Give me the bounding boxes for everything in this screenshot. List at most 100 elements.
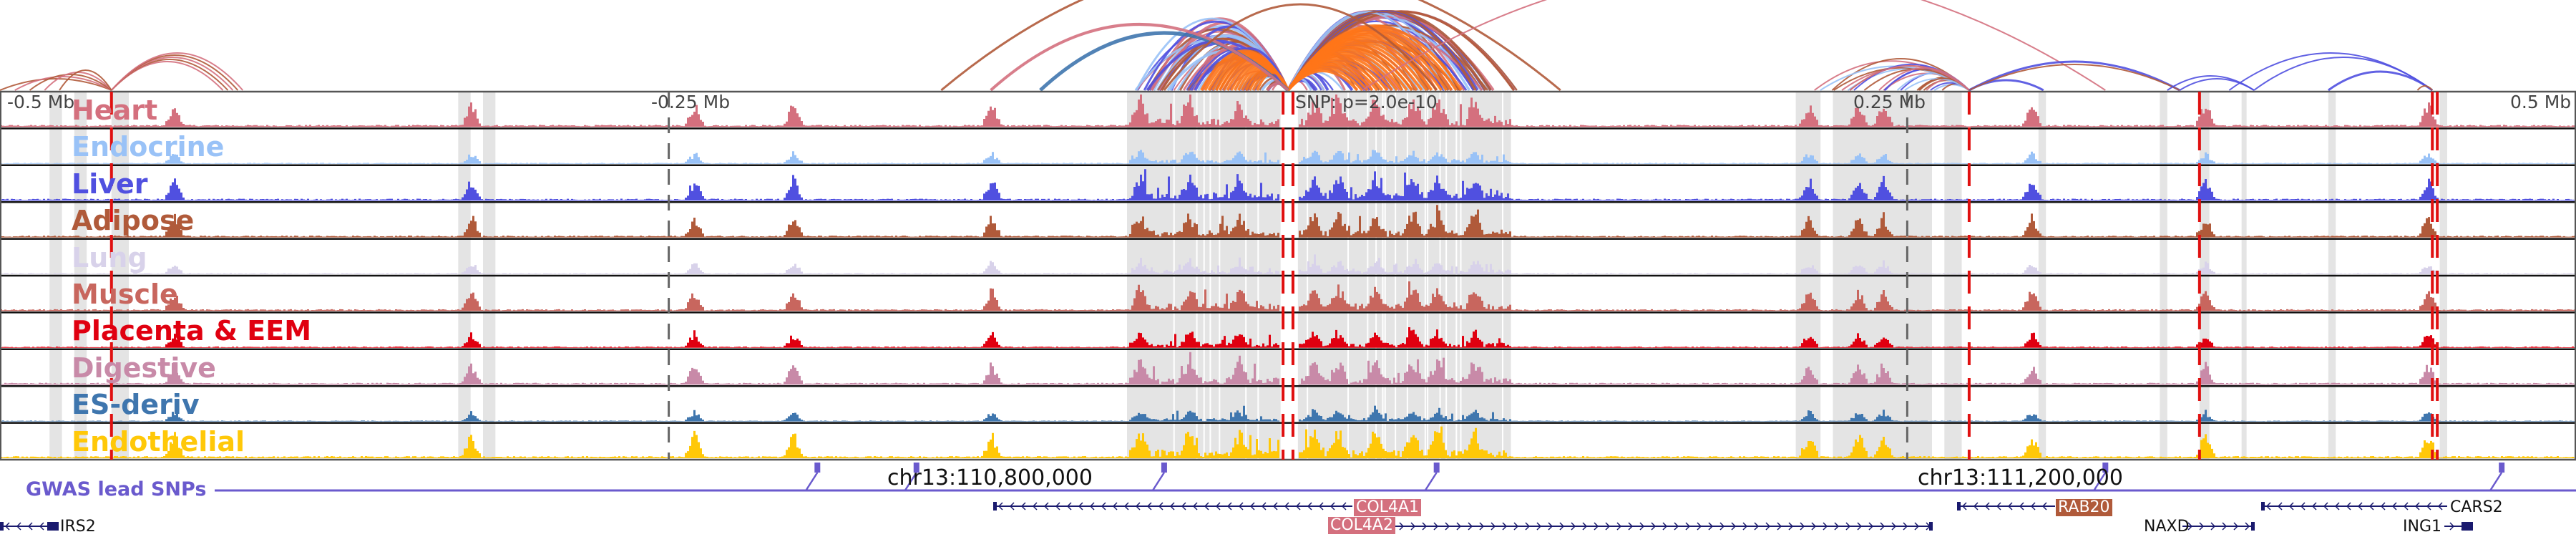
strand-arrow bbox=[1295, 502, 1301, 511]
axis-tick-label: 0.5 Mb bbox=[2510, 92, 2572, 112]
strand-arrow bbox=[1181, 502, 1186, 511]
gene-cars2 bbox=[2261, 502, 2447, 511]
strand-arrow bbox=[2346, 502, 2351, 511]
strand-arrow bbox=[39, 522, 44, 531]
strand-arrow bbox=[2300, 502, 2306, 511]
gene-label-col4a1: COL4A1 bbox=[1354, 499, 1421, 516]
strand-arrow bbox=[1479, 522, 1485, 531]
strand-arrow bbox=[1880, 522, 1885, 531]
coordinate-label: chr13:110,800,000 bbox=[887, 465, 1093, 490]
track-label: ES-deriv bbox=[72, 389, 200, 421]
axis-tick-label: 0.25 Mb bbox=[1853, 92, 1926, 112]
strand-arrow bbox=[1845, 522, 1851, 531]
signal-track-adipose bbox=[0, 205, 2576, 238]
strand-arrow bbox=[1066, 502, 1072, 511]
gene-exon bbox=[2261, 502, 2265, 511]
strand-arrow bbox=[2391, 502, 2397, 511]
gene-exon bbox=[993, 502, 997, 511]
coordinate-label: chr13:111,200,000 bbox=[1918, 465, 2123, 490]
interaction-arc bbox=[1849, 65, 1970, 91]
gene-exon bbox=[1957, 502, 1961, 511]
strand-arrow bbox=[4, 522, 10, 531]
gene-label-cars2: CARS2 bbox=[2450, 498, 2503, 516]
strand-arrow bbox=[1249, 502, 1255, 511]
gwas-snp-marker bbox=[1161, 463, 1167, 473]
strand-arrow bbox=[1628, 522, 1634, 531]
gene-label-irs2: IRS2 bbox=[60, 518, 96, 536]
gene-exon bbox=[0, 522, 4, 531]
strand-arrow bbox=[1651, 522, 1657, 531]
signal-area bbox=[0, 150, 2576, 164]
strand-arrow bbox=[1685, 522, 1691, 531]
strand-arrow bbox=[1422, 522, 1428, 531]
strand-arrow bbox=[1616, 522, 1622, 531]
strand-arrow bbox=[1697, 522, 1702, 531]
signal-track-muscle bbox=[0, 281, 2576, 311]
strand-arrow bbox=[1868, 522, 1874, 531]
interaction-arc bbox=[1968, 64, 2180, 91]
strand-arrow bbox=[1043, 502, 1049, 511]
interaction-arc bbox=[14, 76, 112, 91]
strand-arrow bbox=[1169, 502, 1175, 511]
strand-arrow bbox=[1605, 522, 1611, 531]
red-markers bbox=[109, 92, 2439, 460]
signal-track-es-deriv bbox=[0, 405, 2576, 422]
strand-arrow bbox=[1754, 522, 1760, 531]
interaction-arc bbox=[29, 74, 112, 91]
gwas-snp-marker bbox=[1433, 463, 1440, 473]
gene-exon bbox=[47, 522, 59, 531]
strand-arrow bbox=[1674, 522, 1679, 531]
strand-arrow bbox=[1800, 522, 1805, 531]
strand-arrow bbox=[2199, 522, 2205, 531]
track-label: Endocrine bbox=[72, 131, 225, 163]
strand-arrow bbox=[2426, 502, 2431, 511]
strand-arrow bbox=[1330, 502, 1335, 511]
strand-arrow bbox=[1788, 522, 1794, 531]
strand-arrow bbox=[1215, 502, 1221, 511]
strand-arrow bbox=[1192, 502, 1198, 511]
strand-arrow bbox=[1055, 502, 1060, 511]
strand-arrow bbox=[1571, 522, 1576, 531]
strand-arrow bbox=[1765, 522, 1771, 531]
signal-track-placenta-eem bbox=[0, 326, 2576, 348]
strand-arrow bbox=[16, 522, 21, 531]
strand-arrow bbox=[27, 522, 33, 531]
track-label: Placenta & EEM bbox=[72, 315, 312, 347]
strand-arrow bbox=[1433, 522, 1439, 531]
interaction-arc bbox=[1255, 71, 1289, 91]
track-label: Endothelial bbox=[72, 425, 245, 458]
gwas-snp-marker bbox=[913, 463, 919, 473]
gene-rab20 bbox=[1957, 502, 2055, 511]
interaction-arc bbox=[2416, 85, 2433, 91]
interaction-arc bbox=[2253, 57, 2433, 91]
strand-arrow bbox=[2414, 502, 2420, 511]
interaction-arc bbox=[1287, 11, 1446, 91]
strand-arrow bbox=[1536, 522, 1542, 531]
strand-arrow bbox=[1032, 502, 1038, 511]
signal-area bbox=[0, 169, 2576, 201]
interaction-arc bbox=[1287, 69, 1359, 92]
strand-arrow bbox=[2041, 502, 2047, 511]
gene-exon bbox=[2251, 522, 2255, 531]
strand-arrow bbox=[1204, 502, 1209, 511]
strand-arrow bbox=[1123, 502, 1129, 511]
strand-arrow bbox=[2277, 502, 2283, 511]
strand-arrow bbox=[2187, 522, 2193, 531]
strand-arrow bbox=[1410, 522, 1416, 531]
strand-arrow bbox=[1525, 522, 1531, 531]
gene-naxd bbox=[2182, 522, 2255, 531]
strand-arrow bbox=[1491, 522, 1496, 531]
gwas-track-label: GWAS lead SNPs bbox=[26, 478, 207, 500]
strand-arrow bbox=[2019, 502, 2024, 511]
strand-arrow bbox=[1112, 502, 1118, 511]
gwas-snp-connector bbox=[2489, 472, 2503, 491]
strand-arrow bbox=[1468, 522, 1473, 531]
signal-track-digestive bbox=[0, 352, 2576, 385]
signal-area bbox=[0, 281, 2576, 311]
strand-arrow bbox=[1341, 502, 1347, 511]
strand-arrow bbox=[2288, 502, 2294, 511]
strand-arrow bbox=[1238, 502, 1244, 511]
strand-arrow bbox=[1399, 522, 1405, 531]
gene-col4a1 bbox=[993, 502, 1352, 511]
